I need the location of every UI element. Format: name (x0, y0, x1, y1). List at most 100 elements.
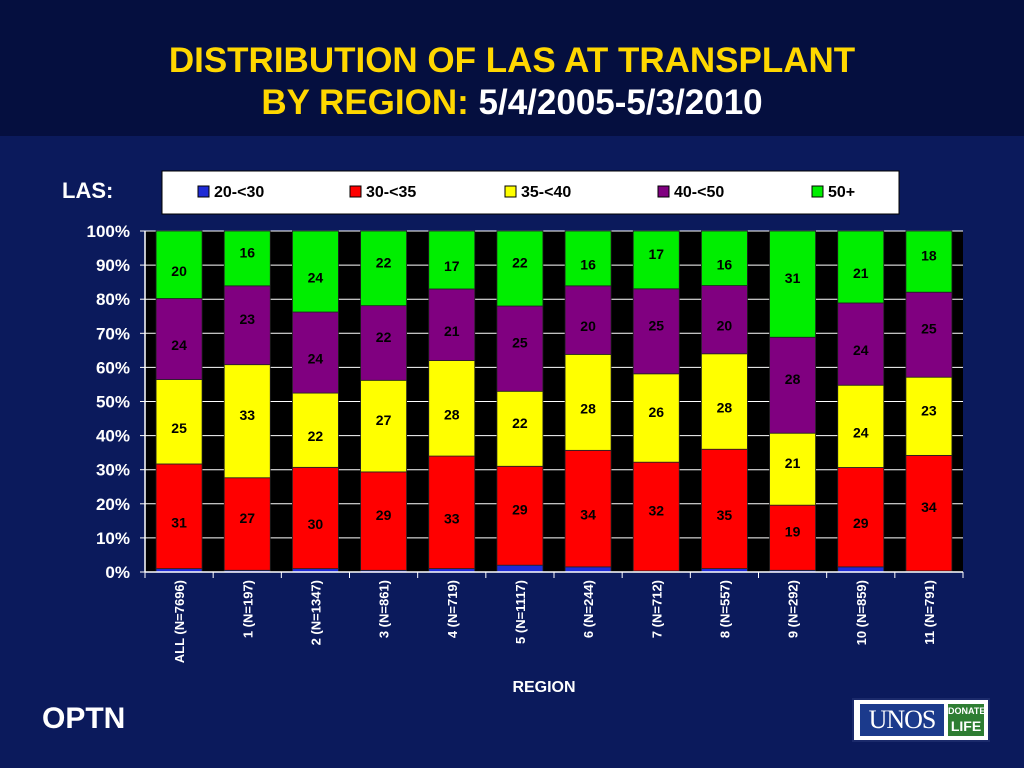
x-tick-label: 6 (N=244) (581, 580, 596, 638)
data-label: 28 (444, 406, 460, 422)
y-tick-label: 50% (96, 393, 130, 412)
data-label: 28 (580, 400, 596, 416)
y-tick-label: 30% (96, 461, 130, 480)
bar-segment (701, 285, 748, 355)
data-label: 25 (921, 321, 937, 337)
y-tick-label: 0% (105, 563, 130, 582)
bar-segment (223, 477, 271, 571)
bar-segment (837, 566, 885, 573)
bar-segment (564, 230, 612, 287)
data-label: 27 (239, 510, 255, 526)
data-label: 33 (239, 407, 255, 423)
bar-segment (360, 305, 407, 381)
data-label: 22 (308, 428, 324, 444)
data-label: 35 (717, 507, 733, 523)
data-label: 20 (171, 263, 187, 279)
bar-segment (292, 466, 339, 570)
donate-life-line-2: LIFE (950, 718, 982, 734)
page-title: DISTRIBUTION OF LAS AT TRANSPLANT BY REG… (0, 40, 1024, 124)
bar-segment (905, 454, 953, 572)
bar-segment (564, 353, 612, 451)
y-tick-label: 20% (96, 495, 130, 514)
data-label: 23 (239, 311, 255, 327)
data-label: 24 (308, 270, 324, 286)
bar-segment (837, 467, 885, 568)
data-label: 22 (376, 329, 392, 345)
bar-segment (564, 285, 612, 355)
x-tick-label: 9 (N=292) (786, 580, 801, 638)
x-axis-title: REGION (512, 679, 575, 696)
x-tick-label: 5 (N=1117) (513, 580, 528, 644)
bar-segment (360, 471, 407, 571)
bar-segment (701, 230, 748, 286)
legend-swatch (349, 185, 362, 198)
bar-segment (837, 384, 885, 468)
bar-segment (632, 230, 680, 290)
title-region-text: BY REGION: (261, 83, 469, 122)
bar-segment (292, 311, 339, 394)
bar-segment (292, 230, 339, 313)
title-line-1: DISTRIBUTION OF LAS AT TRANSPLANT (168, 41, 856, 80)
data-label: 16 (239, 244, 255, 260)
title-line-2: BY REGION: 5/4/2005-5/3/2010 (0, 82, 1024, 124)
bar-segment (428, 360, 476, 457)
optn-logo-text: OPTN (42, 702, 126, 735)
legend-swatch (504, 185, 517, 198)
data-label: 29 (512, 502, 528, 518)
data-label: 24 (308, 351, 324, 367)
y-tick-label: 100% (87, 222, 130, 241)
y-tick-label: 80% (96, 290, 130, 309)
bar-segment (428, 230, 476, 290)
data-label: 24 (171, 337, 187, 353)
bar-segment (292, 392, 339, 468)
data-label: 17 (648, 246, 664, 262)
donate-life-badge: DONATE LIFE (948, 704, 986, 736)
bar-segment (769, 230, 816, 338)
data-label: 27 (376, 412, 392, 428)
legend-swatch (197, 185, 210, 198)
data-label: 21 (785, 455, 801, 471)
data-label: 23 (921, 402, 937, 418)
bar-segment (837, 230, 885, 304)
data-label: 24 (853, 342, 869, 358)
data-label: 31 (785, 270, 801, 286)
data-label: 31 (171, 514, 187, 530)
legend-swatch (811, 185, 824, 198)
x-tick-label: 11 (N=791) (922, 580, 937, 645)
data-label: 25 (512, 335, 528, 351)
x-tick-label: 4 (N=719) (445, 580, 460, 638)
legend-label: 35-<40 (521, 184, 571, 201)
data-label: 30 (308, 516, 324, 532)
legend-label: 40-<50 (674, 184, 724, 201)
legend-label: 50+ (828, 184, 855, 201)
data-label: 32 (648, 503, 664, 519)
donate-life-line-1: DONATE (948, 706, 986, 716)
bar-segment (905, 291, 953, 378)
x-tick-label: 3 (N=861) (377, 580, 392, 638)
data-label: 22 (376, 254, 392, 270)
bar-segment (837, 302, 885, 386)
bar-segment (701, 448, 748, 569)
data-label: 16 (580, 256, 596, 272)
data-label: 29 (376, 507, 392, 523)
bar-segment (428, 288, 476, 361)
bar-segment (155, 230, 203, 299)
data-label: 29 (853, 515, 869, 531)
bar-segment (564, 566, 612, 573)
data-label: 20 (717, 318, 733, 334)
data-label: 22 (512, 255, 528, 271)
bar-segment (905, 376, 953, 456)
bar-segment (360, 379, 407, 473)
bar-segment (360, 230, 407, 307)
data-label: 19 (785, 524, 801, 540)
y-tick-label: 60% (96, 358, 130, 377)
legend-title: LAS: (62, 178, 113, 203)
data-label: 17 (444, 258, 460, 274)
y-tick-label: 40% (96, 427, 130, 446)
data-label: 20 (580, 318, 596, 334)
y-tick-label: 90% (96, 256, 130, 275)
bar-segment (223, 364, 271, 479)
data-label: 34 (921, 499, 937, 515)
unos-logo-text: UNOS (860, 704, 944, 736)
bar-segment (905, 230, 953, 293)
